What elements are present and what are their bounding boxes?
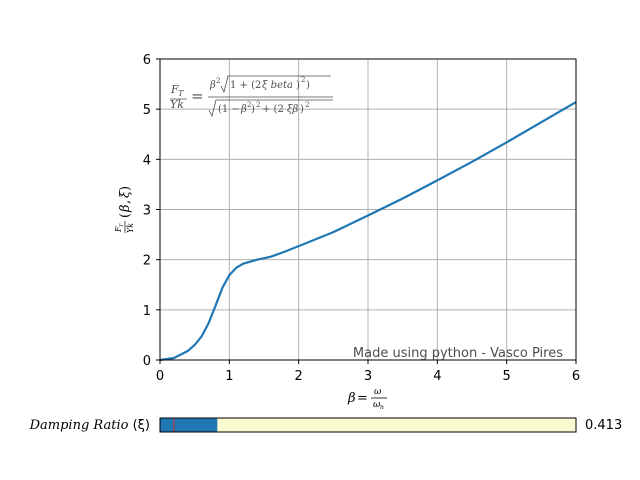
svg-text:ω: ω bbox=[373, 400, 381, 410]
svg-text:β: β bbox=[209, 80, 216, 91]
svg-text:F: F bbox=[170, 83, 179, 96]
x-tick-label: 4 bbox=[433, 369, 441, 384]
slider-fill[interactable] bbox=[160, 418, 218, 432]
y-tick-label: 4 bbox=[143, 153, 151, 168]
svg-text:): ) bbox=[300, 104, 304, 115]
series-line bbox=[159, 101, 577, 362]
svg-text:T: T bbox=[178, 89, 184, 98]
y-axis-label: FT Yk ( β , ξ ) bbox=[114, 186, 135, 233]
x-tick-label: 1 bbox=[225, 369, 233, 384]
svg-text:T: T bbox=[119, 223, 125, 227]
svg-text:2: 2 bbox=[301, 76, 305, 84]
svg-text:): ) bbox=[251, 104, 255, 115]
svg-text:1 + (2: 1 + (2 bbox=[230, 80, 261, 91]
y-tick-label: 0 bbox=[143, 354, 151, 369]
svg-text:ξ beta: ξ beta bbox=[262, 80, 293, 91]
svg-text:=: = bbox=[191, 87, 204, 105]
svg-text:2: 2 bbox=[256, 101, 260, 109]
grid bbox=[160, 59, 576, 360]
svg-text:Yk: Yk bbox=[170, 98, 184, 111]
svg-text:,: , bbox=[118, 200, 133, 204]
svg-text:): ) bbox=[306, 80, 310, 91]
svg-text:(: ( bbox=[118, 213, 133, 218]
svg-text:2: 2 bbox=[216, 77, 220, 85]
x-tick-label: 5 bbox=[503, 369, 511, 384]
svg-text:β: β bbox=[118, 204, 133, 213]
slider-label: Damping Ratio (ξ) bbox=[29, 418, 150, 433]
y-tick-label: 5 bbox=[143, 103, 151, 118]
slider-label-symbol: (ξ) bbox=[133, 418, 150, 433]
svg-text:2: 2 bbox=[247, 101, 251, 109]
svg-text:F: F bbox=[114, 226, 123, 233]
slider-frame bbox=[159, 417, 577, 433]
x-tick-label: 0 bbox=[156, 369, 164, 384]
y-tick-label: 1 bbox=[143, 304, 151, 319]
svg-text:ω: ω bbox=[374, 387, 382, 397]
y-axis-ticks: 0 1 2 3 4 5 6 bbox=[143, 53, 160, 369]
svg-text:(1 −: (1 − bbox=[218, 104, 240, 115]
credit-annotation: Made using python - Vasco Pires bbox=[353, 346, 563, 361]
slider-label-name: Damping Ratio bbox=[29, 418, 129, 433]
svg-text:): ) bbox=[118, 186, 133, 191]
damping-ratio-slider[interactable]: Damping Ratio (ξ) 0.413 bbox=[29, 417, 623, 433]
svg-text:β: β bbox=[240, 104, 247, 115]
svg-text:=: = bbox=[357, 391, 368, 406]
y-tick-label: 6 bbox=[143, 53, 151, 68]
svg-text:ξβ: ξβ bbox=[287, 104, 299, 115]
x-tick-label: 6 bbox=[572, 369, 580, 384]
x-tick-label: 2 bbox=[295, 369, 303, 384]
slider-value: 0.413 bbox=[585, 418, 622, 433]
svg-text:ξ: ξ bbox=[118, 190, 133, 198]
x-axis-ticks: 0 1 2 3 4 5 6 bbox=[156, 360, 580, 384]
svg-text:): ) bbox=[296, 80, 300, 91]
svg-text:n: n bbox=[380, 404, 384, 411]
y-tick-label: 3 bbox=[143, 204, 151, 219]
x-tick-label: 3 bbox=[364, 369, 372, 384]
svg-text:2: 2 bbox=[305, 101, 309, 109]
y-tick-label: 2 bbox=[143, 254, 151, 269]
svg-text:Yk: Yk bbox=[126, 223, 135, 233]
svg-text:+ (2: + (2 bbox=[262, 104, 284, 115]
svg-text:β: β bbox=[347, 391, 356, 406]
slider-track[interactable] bbox=[160, 418, 576, 432]
